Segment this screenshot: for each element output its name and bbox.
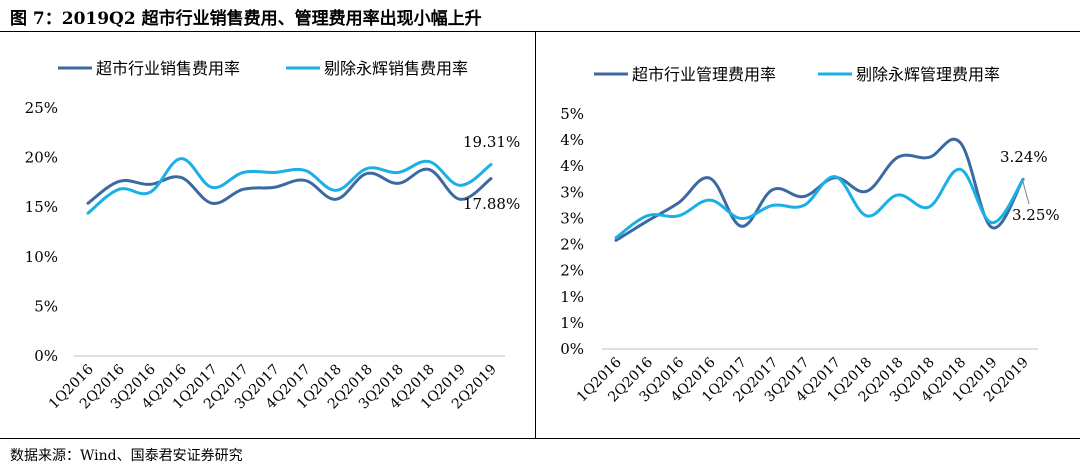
y-tick-label: 10% bbox=[25, 248, 58, 266]
y-tick-label: 20% bbox=[25, 149, 58, 167]
y-tick-label: 25% bbox=[25, 99, 58, 117]
title-underline bbox=[0, 31, 1080, 32]
y-tick-label: 5% bbox=[34, 297, 58, 315]
y-tick-label: 4% bbox=[560, 157, 584, 175]
y-tick-label: 1% bbox=[560, 314, 584, 332]
y-tick-label: 5% bbox=[560, 105, 584, 123]
legend-label-2: 剔除永辉管理费用率 bbox=[856, 65, 1000, 84]
bottom-rule bbox=[0, 438, 1080, 439]
data-label-2: 17.88% bbox=[463, 195, 520, 213]
y-tick-label: 3% bbox=[560, 183, 584, 201]
y-tick-label: 2% bbox=[560, 262, 584, 280]
series-line-2 bbox=[614, 167, 1025, 240]
y-tick-label: 3% bbox=[560, 209, 584, 227]
data-label-1: 19.31% bbox=[463, 133, 520, 151]
y-tick-label: 0% bbox=[560, 340, 584, 358]
data-label-2: 3.25% bbox=[1012, 206, 1060, 224]
y-tick-label: 2% bbox=[560, 236, 584, 254]
series-line-2 bbox=[86, 157, 493, 215]
panel-divider bbox=[535, 32, 536, 438]
data-label-1: 3.24% bbox=[1000, 148, 1048, 166]
legend-label-1: 超市行业管理费用率 bbox=[632, 65, 776, 84]
legend-label-1: 超市行业销售费用率 bbox=[96, 59, 240, 78]
y-tick-label: 15% bbox=[25, 198, 58, 216]
y-tick-label: 4% bbox=[560, 131, 584, 149]
source-note: 数据来源：Wind、国泰君安证券研究 bbox=[10, 448, 243, 464]
chart-left: 0%5%10%15%20%25%1Q20162Q20163Q20164Q2016… bbox=[25, 59, 521, 412]
data-label-leader bbox=[1022, 181, 1030, 205]
legend-label-2: 剔除永辉销售费用率 bbox=[324, 59, 468, 78]
chart-right: 0%1%1%2%2%3%3%4%4%5%1Q20162Q20163Q20164Q… bbox=[560, 65, 1060, 405]
figure-title: 图 7：2019Q2 超市行业销售费用、管理费用率出现小幅上升 bbox=[10, 9, 482, 29]
y-tick-label: 0% bbox=[34, 347, 58, 365]
y-tick-label: 1% bbox=[560, 288, 584, 306]
series-line-1 bbox=[86, 167, 493, 205]
